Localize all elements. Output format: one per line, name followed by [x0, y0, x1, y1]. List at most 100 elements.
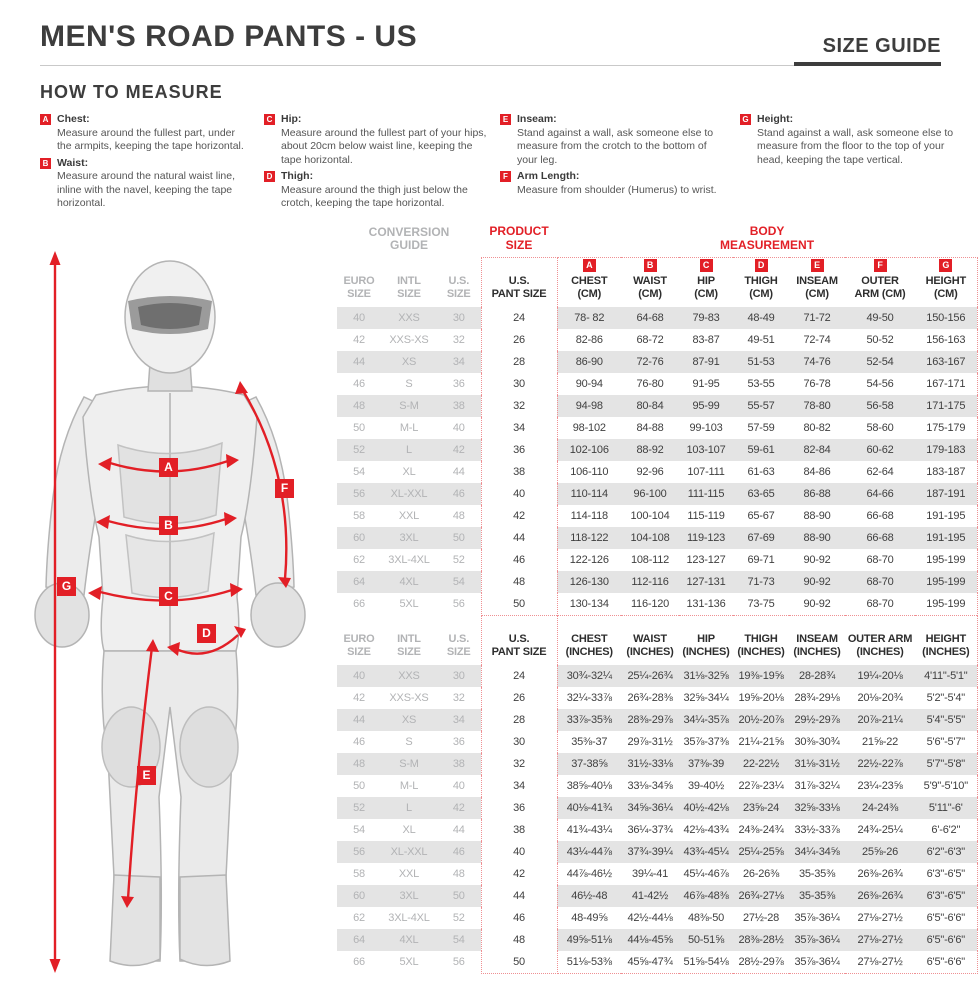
size-cell: 3XL: [381, 527, 437, 550]
size-cell: 50: [353, 780, 365, 793]
size-cell: S: [405, 736, 413, 749]
size-cell: 26⅜-26¾: [857, 868, 903, 881]
size-cell: 27⅛-27½: [857, 912, 903, 925]
column-label: EURO SIZE: [343, 275, 375, 301]
size-cell: 48-49: [733, 307, 790, 330]
size-cell: 88-90: [789, 527, 846, 550]
size-cell: 52: [452, 554, 465, 567]
size-cell: S-M: [381, 753, 437, 776]
size-cell: 195-199: [915, 571, 978, 594]
cm-rows: 40 XXS 30 24 78- 82 64-68 79-83 48-49 71-72 49-50…: [337, 307, 978, 616]
size-cell: 3XL-4XL: [388, 554, 430, 567]
size-cell: 46: [480, 907, 558, 930]
measure-item-f: F Arm Length: Measure from shoulder (Humer…: [500, 170, 728, 197]
size-cell: 78- 82: [557, 307, 622, 330]
column-label: INSEAM (CM): [796, 275, 838, 301]
size-cell: 6'3"-6'5": [915, 885, 978, 908]
size-cell: 39-40½: [687, 780, 725, 793]
size-cell: 64: [337, 929, 381, 952]
size-cell: 28: [480, 351, 558, 374]
column-letter-badge: D: [754, 259, 768, 273]
size-cell: 88-90: [803, 510, 831, 523]
size-cell: 5'9"-5'10": [915, 775, 978, 798]
size-cell: 90-92: [803, 554, 831, 567]
size-row-inches: 66 5XL 56 50 51⅛-53⅜ 45⅝-47¾ 51⅝-54⅛ 28½-29⅞ 35⅞…: [337, 951, 978, 974]
size-cell: 114-118: [570, 510, 609, 523]
size-cell: 40: [337, 665, 381, 688]
size-cell: 46: [437, 841, 482, 864]
size-cell: 5'7"-5'8": [915, 753, 978, 776]
size-cell: 36: [452, 736, 465, 749]
size-cell: 27⅛-27½: [845, 951, 916, 974]
how-to-measure-title: HOW TO MEASURE: [40, 82, 223, 102]
size-cell: 127-131: [679, 571, 734, 594]
size-row-cm: 64 4XL 54 48 126-130 112-116 127-131 71-73 90-92…: [337, 571, 978, 594]
column-label: U.S. SIZE: [446, 633, 471, 659]
size-cell: XL: [402, 824, 416, 837]
size-cell: 19⅝-20⅛: [738, 692, 784, 705]
size-cell: 24-24⅜: [845, 797, 916, 820]
size-cell: 37-38⅝: [557, 753, 622, 776]
size-cell: 45⅝-47¾: [621, 951, 680, 974]
column-header: F OUTER ARM (CM): [845, 256, 916, 308]
size-cell: 5'6"-5'7": [915, 731, 978, 754]
size-cell: 103-107: [679, 439, 734, 462]
conversion-guide-label: CONVERSION GUIDE: [368, 224, 450, 253]
measure-item-a: A Chest: Measure around the fullest part, …: [40, 113, 252, 154]
size-cell: 66-68: [845, 527, 916, 550]
column-label: INTL SIZE: [397, 275, 421, 301]
size-cell: 92-96: [636, 466, 664, 479]
size-cell: 34¼-35⅞: [679, 709, 734, 732]
size-cell: 48: [337, 753, 381, 776]
size-cell: 55-57: [733, 395, 790, 418]
size-row-inches: 48 S-M 38 32 37-38⅝ 31½-33⅛ 37⅜-39 22-22½ 31⅛-31…: [337, 753, 978, 776]
size-cell: 195-199: [915, 593, 978, 616]
size-cell: 25¼-26¾: [621, 665, 680, 688]
size-cell: 6'5"-6'6": [915, 929, 978, 952]
size-cell: 31⅛-32⅝: [679, 665, 734, 688]
inches-header-row: EURO SIZE INTL SIZE U.S. SIZE U.S. PANT SIZ…: [337, 614, 978, 666]
letter-badge: B: [40, 157, 51, 169]
size-cell: 36: [452, 378, 465, 391]
size-cell: 19⅜-19⅝: [733, 665, 790, 688]
size-cell: 90-92: [789, 571, 846, 594]
size-cell: 32⅝-34¼: [683, 692, 729, 705]
header-divider: [40, 65, 941, 66]
size-cell: 22-22½: [733, 753, 790, 776]
figure-marker-g: G: [57, 577, 76, 597]
size-cell: 191-195: [915, 527, 978, 550]
figure-marker-c: C: [159, 587, 178, 607]
size-cell: 30¾-32¼: [557, 665, 622, 688]
size-cell: 31⅞-32¼: [794, 780, 840, 793]
size-cell: 37⅜-39: [679, 753, 734, 776]
size-cell: XS: [381, 709, 437, 732]
size-cell: 35-35⅜: [798, 868, 836, 881]
size-cell: 80-82: [803, 422, 831, 435]
size-cell: 63-65: [733, 483, 790, 506]
size-cell: 28⅜-29⅞: [621, 709, 680, 732]
size-cell: 54: [437, 571, 482, 594]
size-cell: 20⅛-20¾: [857, 692, 903, 705]
measure-text: Measure around the thigh just below the …: [281, 183, 468, 210]
size-cell: 26⅜-26¾: [845, 885, 916, 908]
size-cell: 31⅛-31½: [789, 753, 846, 776]
size-cell: L: [381, 439, 437, 462]
size-cell: 3XL-4XL: [388, 912, 430, 925]
column-label: U.S. PANT SIZE: [491, 633, 547, 659]
size-cell: 27½-28: [742, 912, 780, 925]
size-cell: 40: [337, 307, 381, 330]
size-cell: XL-XXL: [381, 483, 437, 506]
size-cell: 53-55: [747, 378, 775, 391]
size-cell: 56-58: [845, 395, 916, 418]
column-header: INSEAM (INCHES): [789, 614, 846, 666]
size-cell: 35⅞-37⅜: [683, 736, 729, 749]
size-cell: 58-60: [866, 422, 894, 435]
size-row-inches: 42 XXS-XS 32 26 32¼-33⅞ 26¾-28⅜ 32⅝-34¼ 19⅝-20⅛…: [337, 687, 978, 710]
size-cell: S-M: [381, 395, 437, 418]
size-cell: 48-49⅝: [571, 912, 608, 925]
size-row-cm: 62 3XL-4XL 52 46 122-126 108-112 123-127 69-71 9…: [337, 549, 978, 572]
size-cell: 115-119: [687, 510, 725, 523]
size-cell: 29⅞-31½: [627, 736, 673, 749]
size-cell: 4XL: [381, 571, 437, 594]
size-cell: 110-114: [557, 483, 622, 506]
